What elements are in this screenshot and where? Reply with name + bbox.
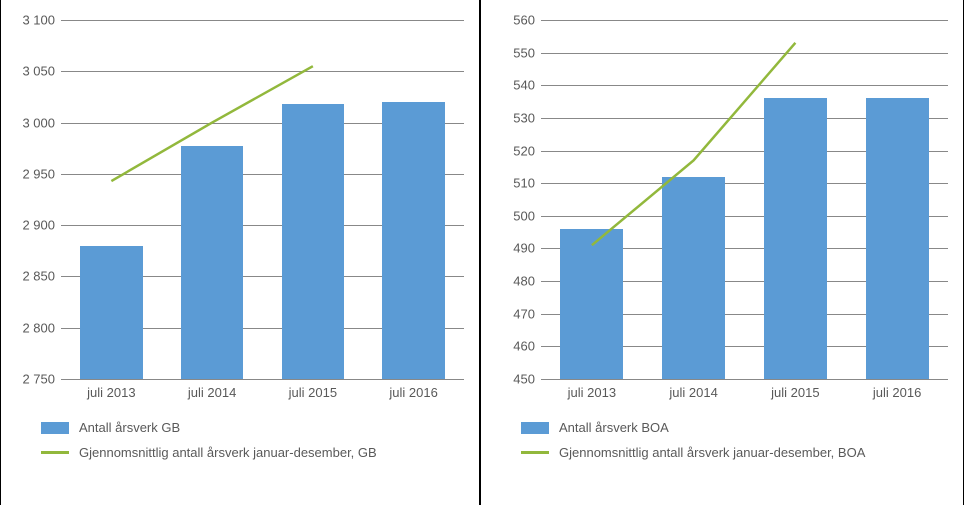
plot-area-boa: 450460470480490500510520530540550560juli…	[541, 20, 948, 380]
y-tick-label: 550	[513, 45, 535, 60]
x-tick-label: juli 2013	[568, 385, 616, 400]
legend-bar-label-gb: Antall årsverk GB	[79, 420, 180, 435]
legend-bar-label-boa: Antall årsverk BOA	[559, 420, 669, 435]
y-tick-label: 2 850	[22, 269, 55, 284]
y-tick-label: 460	[513, 339, 535, 354]
legend-item-bar-boa: Antall årsverk BOA	[521, 420, 948, 435]
gridline	[541, 379, 948, 380]
bar-swatch-icon	[521, 422, 549, 434]
x-tick-label: juli 2014	[188, 385, 236, 400]
bar-swatch-icon	[41, 422, 69, 434]
x-tick-label: juli 2014	[669, 385, 717, 400]
y-tick-label: 480	[513, 274, 535, 289]
legend-line-label-gb: Gjennomsnittlig antall årsverk januar-de…	[79, 445, 377, 460]
legend-item-line-gb: Gjennomsnittlig antall årsverk januar-de…	[41, 445, 464, 460]
y-tick-label: 530	[513, 110, 535, 125]
chart-panel-boa: 450 460 470 480 490 500 510 520 530 540 550 560 juli…	[480, 0, 964, 505]
x-tick-label: juli 2016	[873, 385, 921, 400]
y-tick-label: 490	[513, 241, 535, 256]
x-tick-label: juli 2016	[389, 385, 437, 400]
y-tick-label: 510	[513, 176, 535, 191]
legend-item-line-boa: Gjennomsnittlig antall årsverk januar-de…	[521, 445, 948, 460]
legend-boa: Antall årsverk BOA Gjennomsnittlig antal…	[521, 410, 948, 470]
line-series	[541, 20, 948, 379]
y-tick-label: 3 100	[22, 13, 55, 28]
legend-item-bar-gb: Antall årsverk GB	[41, 420, 464, 435]
plot-area-gb: 2 7502 8002 8502 9002 9503 0003 0503 100…	[61, 20, 464, 380]
y-tick-label: 470	[513, 306, 535, 321]
gridline	[61, 379, 464, 380]
line-swatch-icon	[41, 451, 69, 454]
y-tick-label: 540	[513, 78, 535, 93]
y-tick-label: 3 000	[22, 115, 55, 130]
y-tick-label: 2 800	[22, 320, 55, 335]
x-tick-label: juli 2015	[289, 385, 337, 400]
line-swatch-icon	[521, 451, 549, 454]
line-series	[61, 20, 464, 379]
y-tick-label: 2 950	[22, 166, 55, 181]
x-tick-label: juli 2015	[771, 385, 819, 400]
y-tick-label: 3 050	[22, 64, 55, 79]
y-tick-label: 2 900	[22, 218, 55, 233]
chart-panel-gb: 2 750 2 800 2 850 2 900 2 950 3 000 3 050 3 100…	[0, 0, 480, 505]
y-tick-label: 500	[513, 208, 535, 223]
y-tick-label: 520	[513, 143, 535, 158]
y-tick-label: 560	[513, 13, 535, 28]
y-tick-label: 450	[513, 372, 535, 387]
legend-gb: Antall årsverk GB Gjennomsnittlig antall…	[41, 410, 464, 470]
legend-line-label-boa: Gjennomsnittlig antall årsverk januar-de…	[559, 445, 865, 460]
y-tick-label: 2 750	[22, 372, 55, 387]
x-tick-label: juli 2013	[87, 385, 135, 400]
